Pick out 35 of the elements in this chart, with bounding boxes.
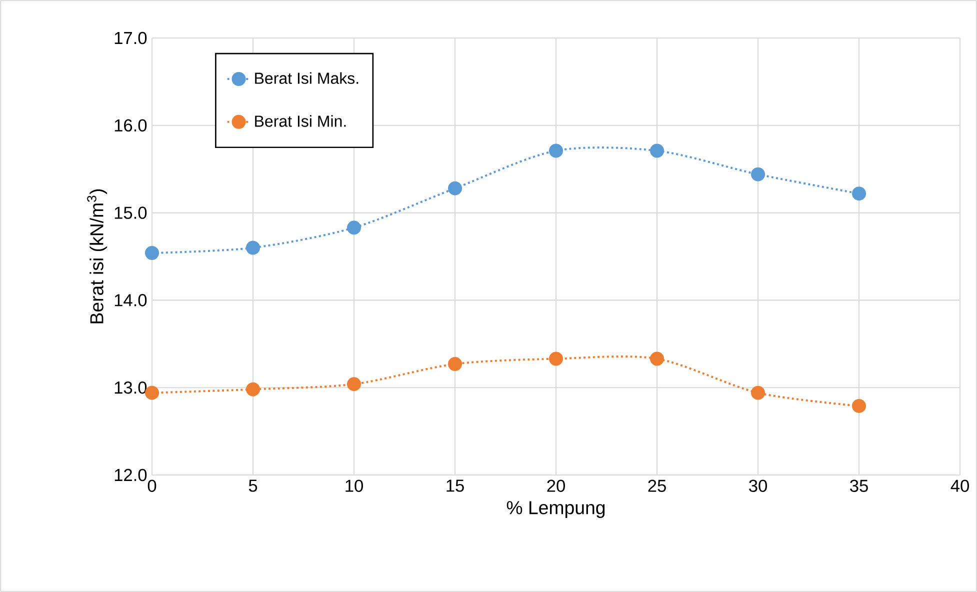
point xyxy=(852,186,866,201)
point xyxy=(145,246,159,260)
x-tick-label: 20 xyxy=(547,480,565,492)
y-tick-label: 16.0 xyxy=(114,119,147,132)
x-tick-label: 15 xyxy=(446,480,464,492)
point xyxy=(549,144,564,158)
point xyxy=(650,352,664,366)
y-axis-title: Berat isi (kN/m$^{3}$) xyxy=(87,189,108,324)
point xyxy=(246,382,260,396)
legend-label: Berat Isi Maks. xyxy=(255,72,358,84)
point xyxy=(549,352,564,366)
point xyxy=(347,220,361,235)
x-tick-label: 10 xyxy=(346,480,363,492)
x-tick-label: 30 xyxy=(749,480,767,492)
y-tick-label: 14.0 xyxy=(114,294,147,306)
point xyxy=(650,144,664,158)
point xyxy=(852,398,866,413)
x-tick-label: 25 xyxy=(648,480,666,492)
y-tick-label: 12.0 xyxy=(114,468,147,482)
x-tick-label: 5 xyxy=(248,480,258,492)
point xyxy=(751,167,766,182)
x-tick-label: 35 xyxy=(850,480,868,492)
point xyxy=(246,240,260,255)
y-tick-label: 17.0 xyxy=(114,32,147,44)
y-tick-label: 15.0 xyxy=(114,206,147,219)
x-tick-label: 0 xyxy=(148,480,156,492)
point xyxy=(751,386,766,400)
x-axis-title: % Lempung xyxy=(506,501,605,518)
x-tick-label: 40 xyxy=(950,480,969,492)
point xyxy=(347,377,361,392)
y-tick-label: 13.0 xyxy=(114,381,147,394)
point xyxy=(145,386,159,400)
point xyxy=(448,181,462,196)
point xyxy=(448,357,462,372)
legend-label: Berat Isi Min. xyxy=(255,115,346,127)
